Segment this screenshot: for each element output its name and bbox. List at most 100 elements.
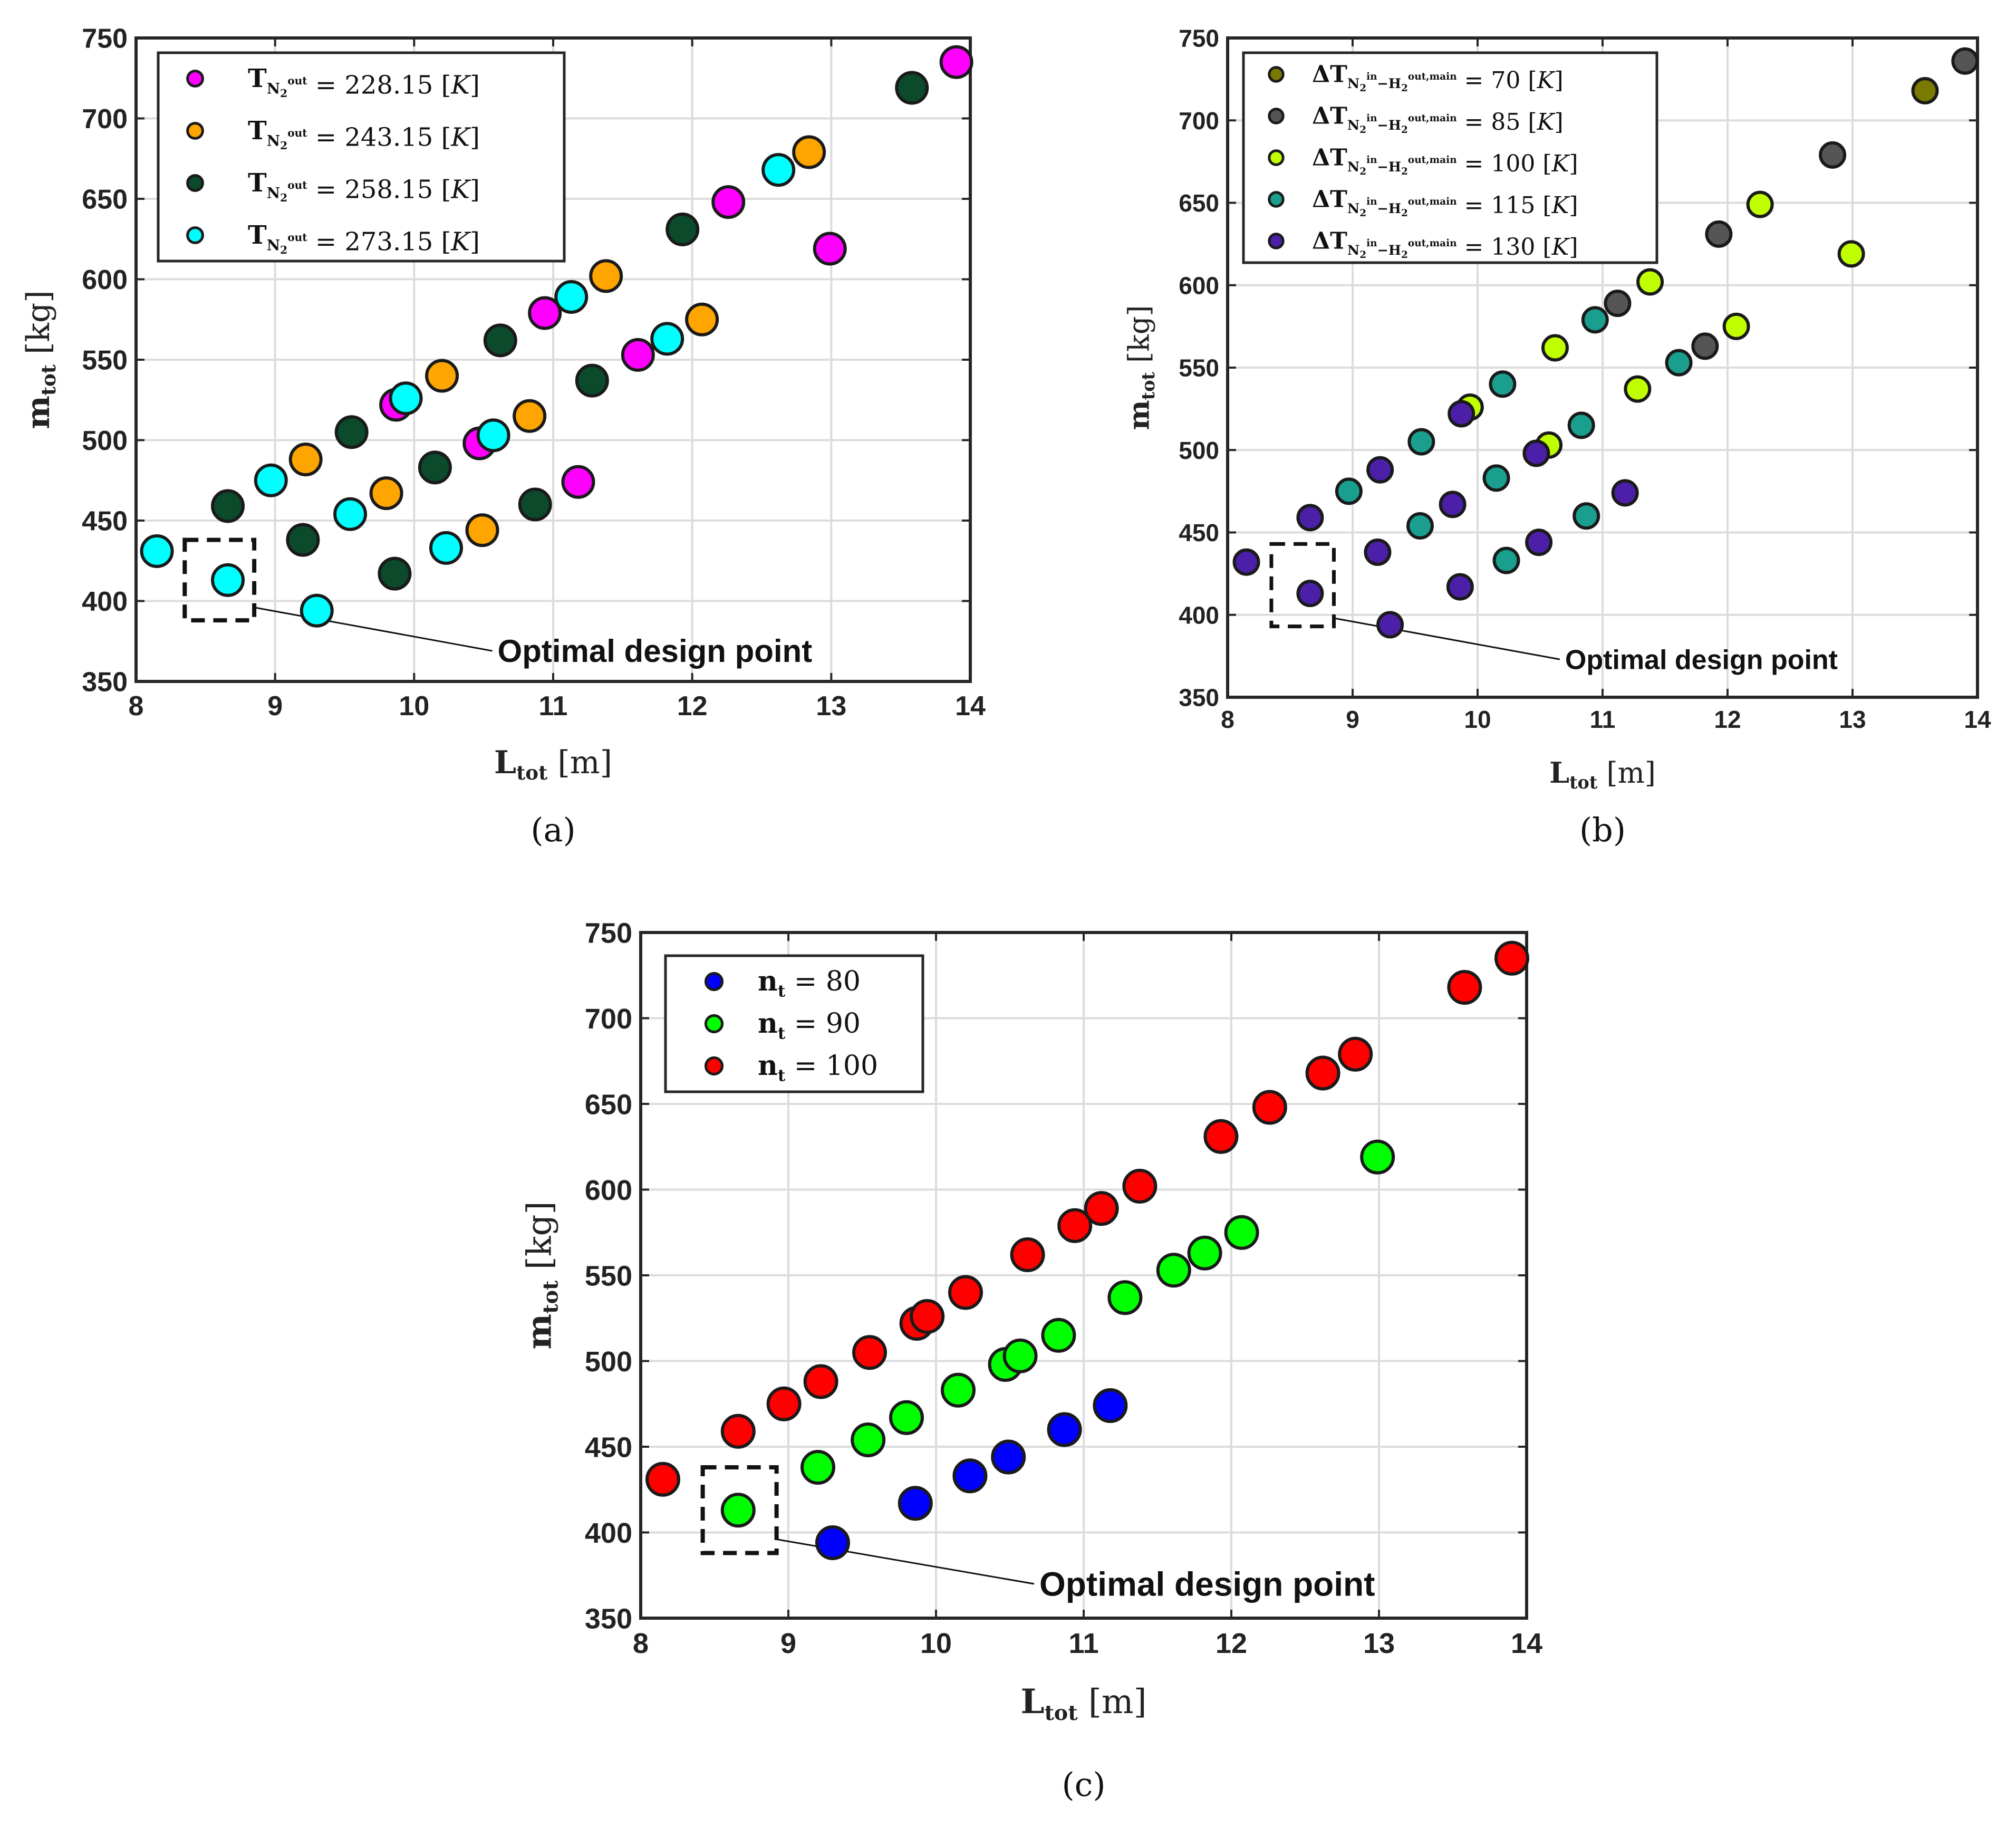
- series-2: [720, 1139, 1395, 1528]
- data-point: [1224, 1215, 1259, 1250]
- y-tick-label: 750: [585, 917, 632, 949]
- y-axis-label-unit: [kg]: [1122, 305, 1155, 372]
- data-point: [1819, 141, 1847, 169]
- y-axis-label-sub: tot: [538, 1280, 563, 1314]
- x-tick-label: 10: [1464, 706, 1491, 733]
- legend-unit: K: [1537, 109, 1556, 136]
- data-point: [1156, 1253, 1191, 1288]
- legend-mid: −H: [1377, 159, 1402, 175]
- y-tick-label: 500: [1179, 437, 1219, 464]
- data-point: [1665, 349, 1693, 377]
- data-point: [711, 185, 746, 219]
- legend-unit: K: [1537, 67, 1556, 94]
- y-tick-label: 750: [1179, 25, 1219, 52]
- optimal-point-box: [182, 537, 257, 623]
- data-point: [429, 531, 463, 565]
- legend-mid-subsub: 2: [1401, 208, 1408, 219]
- data-point: [1837, 240, 1865, 268]
- legend-bracket-close: ]: [1554, 109, 1563, 136]
- legend-var: n: [758, 1007, 778, 1040]
- legend-mid-sup: out,main: [1408, 238, 1457, 249]
- y-tick-label: 350: [585, 1603, 632, 1635]
- y-tick-label: 650: [585, 1089, 632, 1120]
- panel-caption: (b): [1579, 811, 1626, 849]
- data-point: [1305, 1055, 1340, 1091]
- data-point: [1489, 370, 1517, 398]
- optimal-point-box: [1269, 542, 1336, 629]
- data-point: [518, 487, 552, 522]
- legend-value: = 273.15: [307, 227, 441, 256]
- y-axis-label: mtot [kg]: [1122, 305, 1159, 430]
- data-point: [418, 450, 452, 485]
- data-point: [1691, 332, 1719, 360]
- data-point: [389, 381, 423, 416]
- data-point: [465, 513, 499, 547]
- x-tick-label: 8: [633, 1628, 649, 1659]
- legend-sub: N: [1347, 159, 1359, 175]
- series-1: [1911, 77, 1939, 104]
- y-tick-label: 700: [82, 104, 128, 134]
- legend-sub: t: [778, 982, 786, 1001]
- x-axis-label-main: L: [494, 744, 516, 781]
- data-point: [1047, 1412, 1082, 1447]
- data-point: [1107, 1280, 1143, 1315]
- data-point: [1041, 1318, 1076, 1353]
- legend-mid: −H: [1377, 201, 1402, 217]
- data-point: [1406, 512, 1434, 540]
- y-tick-label: 450: [82, 506, 128, 537]
- data-point: [575, 363, 609, 398]
- data-point: [528, 296, 562, 330]
- legend-marker: [186, 226, 204, 244]
- legend-mid-sup: out,main: [1408, 155, 1457, 166]
- x-tick-label: 9: [1346, 706, 1359, 733]
- data-point: [140, 534, 174, 568]
- legend-subsub: 2: [1359, 83, 1366, 94]
- legend-marker: [186, 174, 204, 192]
- series-4: [140, 153, 796, 628]
- chart-panel-2: 8 9 10 11 12 13 14 350 400 450 500 550 600 650 700 750 L…: [1122, 25, 1991, 849]
- series-2: [1604, 47, 1979, 360]
- legend-mid-sup: out,main: [1408, 113, 1457, 124]
- x-tick-label: 12: [1714, 706, 1741, 733]
- data-point: [800, 1450, 835, 1485]
- legend-value: = 228.15: [307, 70, 441, 100]
- legend-sub: N: [1347, 118, 1359, 133]
- data-point: [1911, 77, 1939, 104]
- y-axis-label-main: m: [520, 1314, 560, 1350]
- legend-subsub: 2: [1359, 124, 1366, 136]
- data-point: [1122, 1169, 1157, 1204]
- x-tick-label: 12: [677, 691, 708, 722]
- data-point: [286, 523, 320, 557]
- x-tick-label: 14: [1964, 706, 1991, 733]
- data-point: [1705, 220, 1733, 248]
- legend-sup: out: [287, 127, 307, 139]
- legend-value: = 100: [785, 1050, 878, 1082]
- data-point: [334, 415, 369, 449]
- legend-sup: in: [1366, 238, 1377, 249]
- legend-bracket-open: [: [1542, 234, 1551, 261]
- data-point: [333, 497, 368, 531]
- legend-mid-subsub: 2: [1401, 166, 1408, 177]
- legend-mid: −H: [1377, 118, 1402, 133]
- annotation-label: Optimal design point: [498, 633, 813, 669]
- data-point: [1611, 479, 1639, 507]
- data-point: [513, 399, 547, 433]
- data-point: [1203, 1119, 1239, 1154]
- legend-marker: [186, 70, 204, 88]
- data-point: [685, 302, 719, 336]
- legend-value: = 243.15: [307, 122, 441, 152]
- legend-mid-sup: out,main: [1408, 71, 1457, 82]
- x-tick-label: 13: [1363, 1628, 1395, 1659]
- y-axis-label-sub: tot: [1138, 372, 1159, 400]
- series-3: [211, 71, 929, 591]
- legend-unit: K: [450, 175, 471, 204]
- series-3: [645, 940, 1529, 1497]
- chart-panel-1: 8 9 10 11 12 13 14 350 400 450 500 550 600 650 700 750 L…: [20, 24, 986, 849]
- legend-sup: out: [287, 179, 307, 191]
- x-tick-label: 12: [1216, 1628, 1247, 1659]
- data-point: [1604, 290, 1632, 318]
- data-point: [889, 1400, 924, 1435]
- legend-var: ΔT: [1312, 61, 1347, 88]
- data-point: [1093, 1388, 1128, 1423]
- legend-sub: N: [267, 132, 280, 149]
